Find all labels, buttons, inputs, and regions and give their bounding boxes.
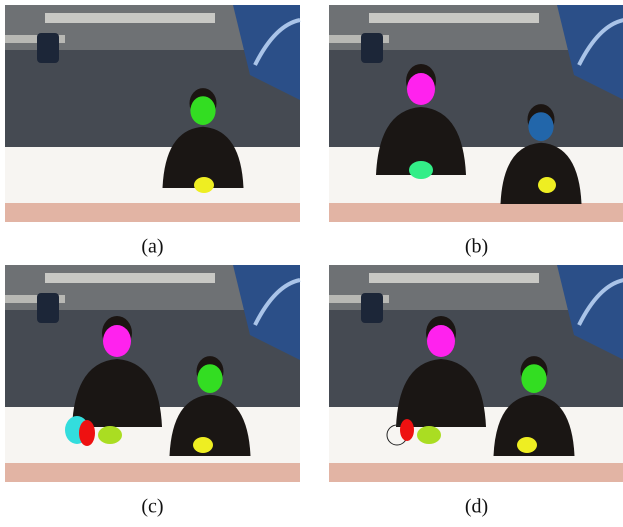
face-blob <box>190 96 215 125</box>
table-edge <box>329 203 623 222</box>
desk <box>369 273 539 283</box>
hand-blob <box>193 437 213 453</box>
hand-blob <box>194 177 214 193</box>
figure: (a) (b) (c) (d) <box>0 0 623 527</box>
table-edge <box>329 463 623 482</box>
hand-blob <box>98 426 122 444</box>
panel <box>5 5 300 222</box>
caption: (a) <box>141 236 163 258</box>
panel <box>329 265 623 482</box>
face-blob <box>528 112 553 141</box>
panel <box>5 265 300 482</box>
hand-blob <box>400 419 414 441</box>
caption: (c) <box>141 496 163 518</box>
hand-blob <box>409 161 433 179</box>
hand-blob <box>79 420 95 446</box>
face-blob <box>521 364 546 393</box>
chair <box>37 293 59 323</box>
table-edge <box>5 463 300 482</box>
hand-blob <box>538 177 556 193</box>
table <box>5 147 300 205</box>
panel <box>329 5 623 222</box>
hand-blob <box>517 437 537 453</box>
desk <box>45 273 215 283</box>
face-blob <box>407 73 435 105</box>
chair <box>361 33 383 63</box>
face-blob <box>427 325 455 357</box>
desk <box>369 13 539 23</box>
chair <box>37 33 59 63</box>
hand-blob <box>417 426 441 444</box>
face-blob <box>103 325 131 357</box>
table-edge <box>5 203 300 222</box>
caption: (d) <box>465 496 488 518</box>
face-blob <box>197 364 222 393</box>
chair <box>361 293 383 323</box>
desk <box>45 13 215 23</box>
caption: (b) <box>465 236 488 258</box>
